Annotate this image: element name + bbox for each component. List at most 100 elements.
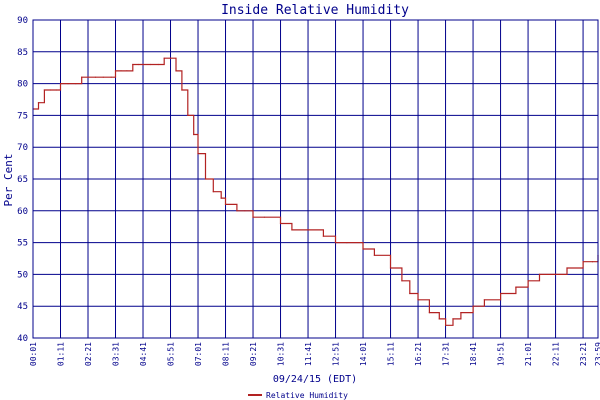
x-tick-label: 17:31 — [442, 342, 451, 366]
data-point — [197, 153, 199, 155]
data-point — [49, 89, 51, 91]
data-point — [149, 63, 152, 66]
data-point — [244, 210, 246, 212]
data-point — [224, 203, 227, 205]
data-point — [55, 89, 57, 91]
data-point — [142, 63, 144, 66]
data-point — [483, 299, 485, 301]
x-tick-label: 11:41 — [304, 342, 313, 366]
data-point — [236, 210, 238, 212]
data-point — [582, 261, 584, 263]
data-point — [346, 242, 348, 244]
data-point — [417, 299, 419, 301]
data-point — [591, 261, 594, 263]
data-point — [67, 83, 69, 85]
data-point — [445, 324, 447, 326]
y-tick-label: 40 — [17, 334, 28, 344]
y-tick-label: 45 — [17, 302, 28, 312]
x-tick-label: 07:01 — [194, 342, 203, 366]
data-point — [263, 216, 265, 218]
data-point — [460, 312, 462, 314]
data-point — [279, 222, 282, 225]
data-point — [322, 235, 324, 237]
data-point — [81, 76, 83, 78]
x-tick-label: 00:01 — [29, 342, 38, 366]
data-point — [212, 191, 214, 193]
data-point — [126, 70, 128, 72]
data-point — [157, 63, 159, 66]
data-point — [252, 216, 254, 218]
x-tick-label: 01:11 — [57, 342, 66, 366]
data-point — [452, 318, 454, 320]
x-tick-label: 05:51 — [167, 342, 176, 366]
data-point — [87, 76, 89, 78]
data-point — [401, 280, 403, 282]
data-point — [181, 89, 183, 91]
chart-title: Inside Relative Humidity — [221, 3, 409, 18]
data-point — [37, 102, 40, 104]
y-tick-label: 65 — [17, 175, 28, 185]
y-tick-label: 75 — [17, 111, 28, 121]
x-axis-label: 09/24/15 (EDT) — [273, 374, 357, 385]
y-tick-label: 85 — [17, 48, 28, 58]
data-point — [538, 273, 541, 275]
data-point — [187, 114, 189, 116]
data-point — [566, 267, 568, 269]
x-tick-label: 10:31 — [277, 342, 286, 366]
x-tick-label: 04:41 — [139, 342, 148, 366]
data-point — [120, 70, 122, 72]
data-point — [291, 229, 293, 231]
x-tick-label: 16:21 — [414, 342, 423, 366]
y-tick-label: 80 — [17, 80, 28, 90]
data-point — [500, 292, 502, 295]
data-point — [362, 248, 364, 250]
data-point — [220, 197, 222, 199]
x-tick-label: 14:01 — [359, 342, 368, 366]
series-layer — [32, 57, 599, 326]
data-point — [527, 280, 529, 282]
x-tick-label: 18:41 — [469, 342, 478, 366]
data-point — [307, 229, 309, 231]
series-line — [33, 57, 599, 326]
data-point — [110, 76, 112, 78]
y-tick-label: 50 — [17, 270, 28, 280]
plot-frame — [32, 19, 599, 339]
data-point — [138, 63, 140, 66]
data-point — [132, 63, 134, 66]
x-tick-label: 08:11 — [222, 342, 231, 366]
data-point — [193, 133, 195, 136]
data-point — [163, 57, 165, 59]
data-point — [438, 318, 440, 320]
data-point — [334, 242, 337, 244]
x-tick-label: 23:21 — [579, 342, 588, 366]
y-tick-label: 55 — [17, 239, 28, 249]
x-tick-label: 03:31 — [112, 342, 121, 366]
y-tick-labels: 40 45 50 55 60 65 70 75 80 85 90 — [17, 16, 28, 344]
x-tick-label: 12:51 — [332, 342, 341, 366]
data-point — [114, 70, 117, 72]
x-tick-label: 22:11 — [552, 342, 561, 366]
data-point — [43, 89, 46, 91]
y-tick-label: 90 — [17, 16, 28, 26]
data-point — [472, 305, 474, 307]
data-point — [94, 76, 97, 78]
y-axis-label: Per Cent — [2, 154, 15, 207]
grid-layer — [32, 19, 599, 339]
x-tick-labels: 00:01 01:11 02:21 03:31 04:41 05:51 07:01 08:11… — [29, 342, 600, 366]
x-tick-label: 09:21 — [249, 342, 258, 366]
data-point — [555, 273, 557, 275]
data-point — [75, 83, 77, 85]
y-tick-label: 70 — [17, 143, 28, 153]
data-point — [515, 286, 517, 288]
legend-label: Relative Humidity — [266, 391, 348, 400]
data-point — [409, 292, 411, 295]
x-tick-label: 02:21 — [84, 342, 93, 366]
y-tick-label: 60 — [17, 207, 28, 217]
x-tick-label: 23:59 — [594, 342, 600, 366]
data-point — [373, 254, 375, 256]
data-point — [389, 267, 392, 269]
data-point — [204, 178, 207, 180]
x-tick-label: 19:51 — [497, 342, 506, 366]
data-point — [59, 83, 62, 85]
